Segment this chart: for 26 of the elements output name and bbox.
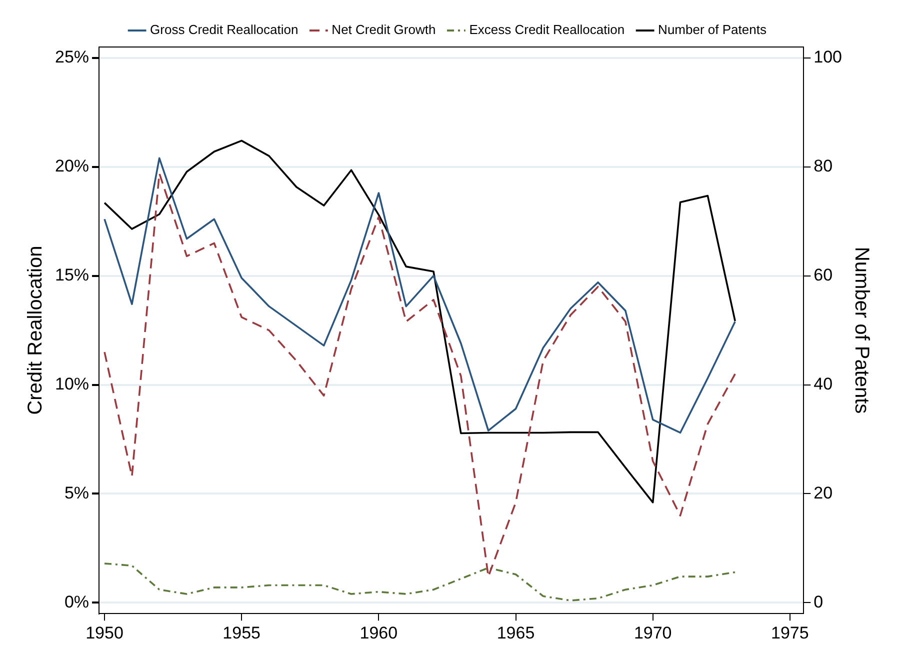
x-tick-label: 1970 (634, 623, 672, 642)
x-tick-label: 1975 (771, 623, 809, 642)
y-tick-label: 0% (64, 592, 90, 612)
y2-axis-title: Number of Patents (850, 246, 872, 414)
x-tick-label: 1960 (360, 623, 398, 642)
y-axis-title: Credit Reallocation (24, 246, 47, 415)
legend-label: Excess Credit Reallocation (469, 22, 625, 38)
y2-tick-label: 80 (814, 156, 833, 176)
y-tick-label: 20% (54, 156, 90, 176)
legend-label: Gross Credit Reallocation (150, 22, 298, 38)
x-tick-label: 1965 (496, 623, 535, 642)
x-tick-label: 1955 (222, 623, 261, 642)
y-tick-label: 15% (54, 266, 90, 285)
legend-label: Net Credit Growth (332, 22, 436, 38)
y2-tick-label: 40 (814, 374, 833, 394)
y2-tick-label: 20 (814, 483, 833, 502)
line-series (104, 562, 736, 602)
y2-tick-label: 60 (814, 266, 833, 285)
y-tick-label: 10% (54, 374, 90, 394)
y-tick-label: 5% (64, 483, 90, 502)
x-tick-label: 1950 (86, 623, 124, 642)
y2-tick-label: 100 (814, 48, 842, 67)
y2-tick-label: 0 (814, 592, 824, 612)
line-series (104, 172, 736, 578)
legend-label: Number of Patents (658, 22, 767, 38)
y-tick-label: 25% (54, 48, 90, 67)
